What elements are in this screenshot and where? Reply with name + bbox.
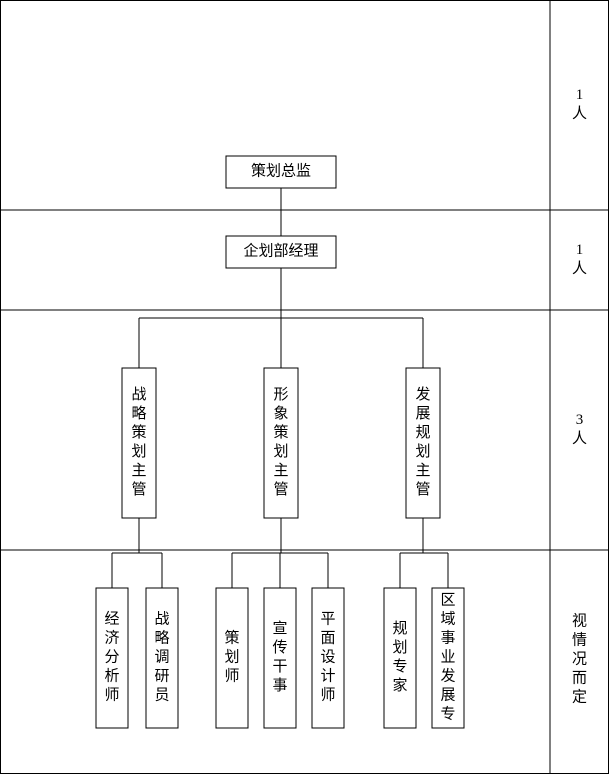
node-leaf1a-label: 经济分析师 (104, 610, 119, 703)
node-leaf3b-label: 区域事业发展专 (440, 592, 455, 722)
node-manager-label: 企划部经理 (243, 241, 318, 259)
node-leaf2c-label: 平面设计师 (320, 611, 335, 703)
chart-frame (1, 1, 609, 774)
row-count-label: 视情况而定 (572, 612, 587, 705)
node-leaf2a-label: 策划师 (224, 629, 239, 684)
node-leaf1b-label: 战略调研员 (154, 610, 169, 703)
org-chart: 1人1人3人视情况而定策划总监企划部经理战略策划主管形象策划主管发展规划主管经济… (0, 0, 609, 774)
node-director-label: 策划总监 (251, 162, 311, 179)
